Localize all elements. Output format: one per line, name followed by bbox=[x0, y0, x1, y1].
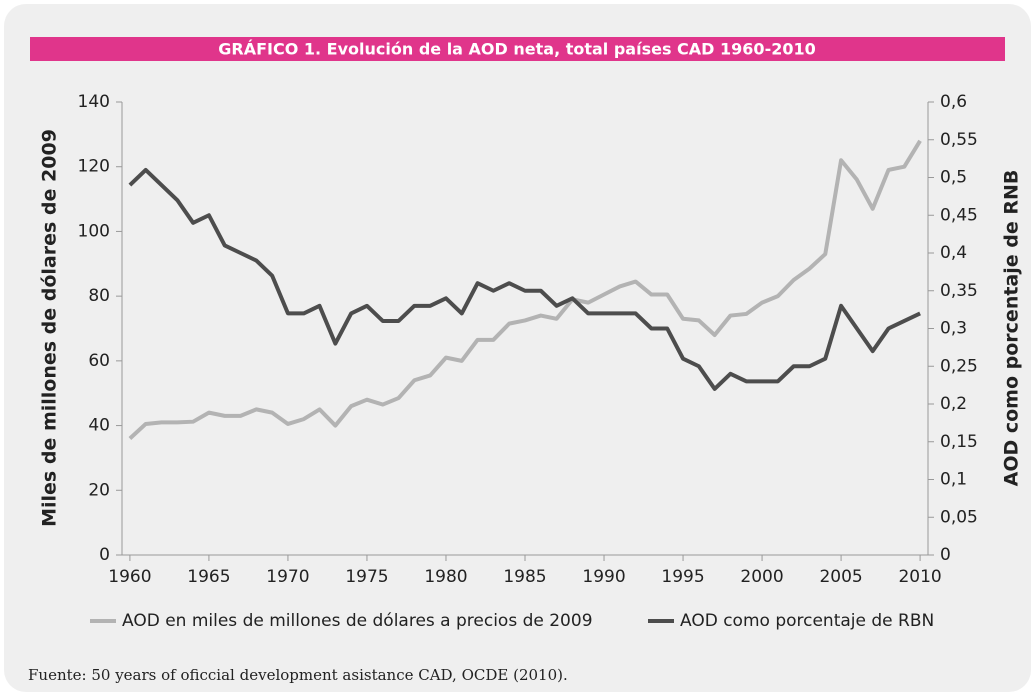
x-tick-label: 1965 bbox=[187, 567, 230, 587]
y-tick-label: 80 bbox=[88, 286, 110, 306]
chart-title: GRÁFICO 1. Evolución de la AOD neta, tot… bbox=[218, 40, 815, 59]
y2-tick-label: 0,25 bbox=[940, 356, 978, 376]
y2-tick-label: 0,45 bbox=[940, 205, 978, 225]
x-tick-label: 2005 bbox=[819, 567, 862, 587]
x-tick-label: 2000 bbox=[740, 567, 783, 587]
y2-tick-label: 0,5 bbox=[940, 168, 967, 188]
y-axis-label: Miles de millones de dólares de 2009 bbox=[39, 129, 61, 527]
series-line bbox=[128, 167, 921, 391]
y2-tick-label: 0,2 bbox=[940, 394, 967, 414]
y2-tick-label: 0,3 bbox=[940, 319, 967, 339]
series-line bbox=[128, 139, 922, 440]
x-tick-label: 1990 bbox=[582, 567, 625, 587]
y-tick-label: 0 bbox=[99, 545, 110, 565]
y2-axis-label: AOD como porcentaje de RNB bbox=[1001, 170, 1023, 487]
legend-label: AOD en miles de millones de dólares a pr… bbox=[122, 611, 593, 631]
y-tick-label: 140 bbox=[78, 92, 110, 112]
title-bar bbox=[30, 37, 1005, 61]
x-tick-label: 1960 bbox=[108, 567, 151, 587]
x-tick-label: 1985 bbox=[503, 567, 546, 587]
y2-tick-label: 0,1 bbox=[940, 470, 967, 490]
y2-tick-label: 0 bbox=[940, 545, 951, 565]
y-tick-label: 40 bbox=[88, 416, 110, 436]
y2-tick-label: 0,05 bbox=[940, 507, 978, 527]
x-tick-label: 1980 bbox=[424, 567, 467, 587]
legend-label: AOD como porcentaje de RBN bbox=[680, 611, 934, 631]
y-tick-label: 60 bbox=[88, 351, 110, 371]
y2-tick-label: 0,15 bbox=[940, 432, 978, 452]
y-tick-label: 120 bbox=[78, 157, 110, 177]
y2-tick-label: 0,4 bbox=[940, 243, 967, 263]
y-tick-label: 100 bbox=[78, 221, 110, 241]
x-tick-label: 1975 bbox=[345, 567, 388, 587]
x-tick-label: 1995 bbox=[661, 567, 704, 587]
y2-tick-label: 0,35 bbox=[940, 281, 978, 301]
y2-tick-label: 0,6 bbox=[940, 92, 967, 112]
x-tick-label: 1970 bbox=[266, 567, 309, 587]
panel bbox=[4, 4, 1031, 692]
x-tick-label: 2010 bbox=[898, 567, 941, 587]
source-note: Fuente: 50 years of oficcial development… bbox=[28, 666, 568, 684]
y2-tick-label: 0,55 bbox=[940, 130, 978, 150]
y-tick-label: 20 bbox=[88, 480, 110, 500]
